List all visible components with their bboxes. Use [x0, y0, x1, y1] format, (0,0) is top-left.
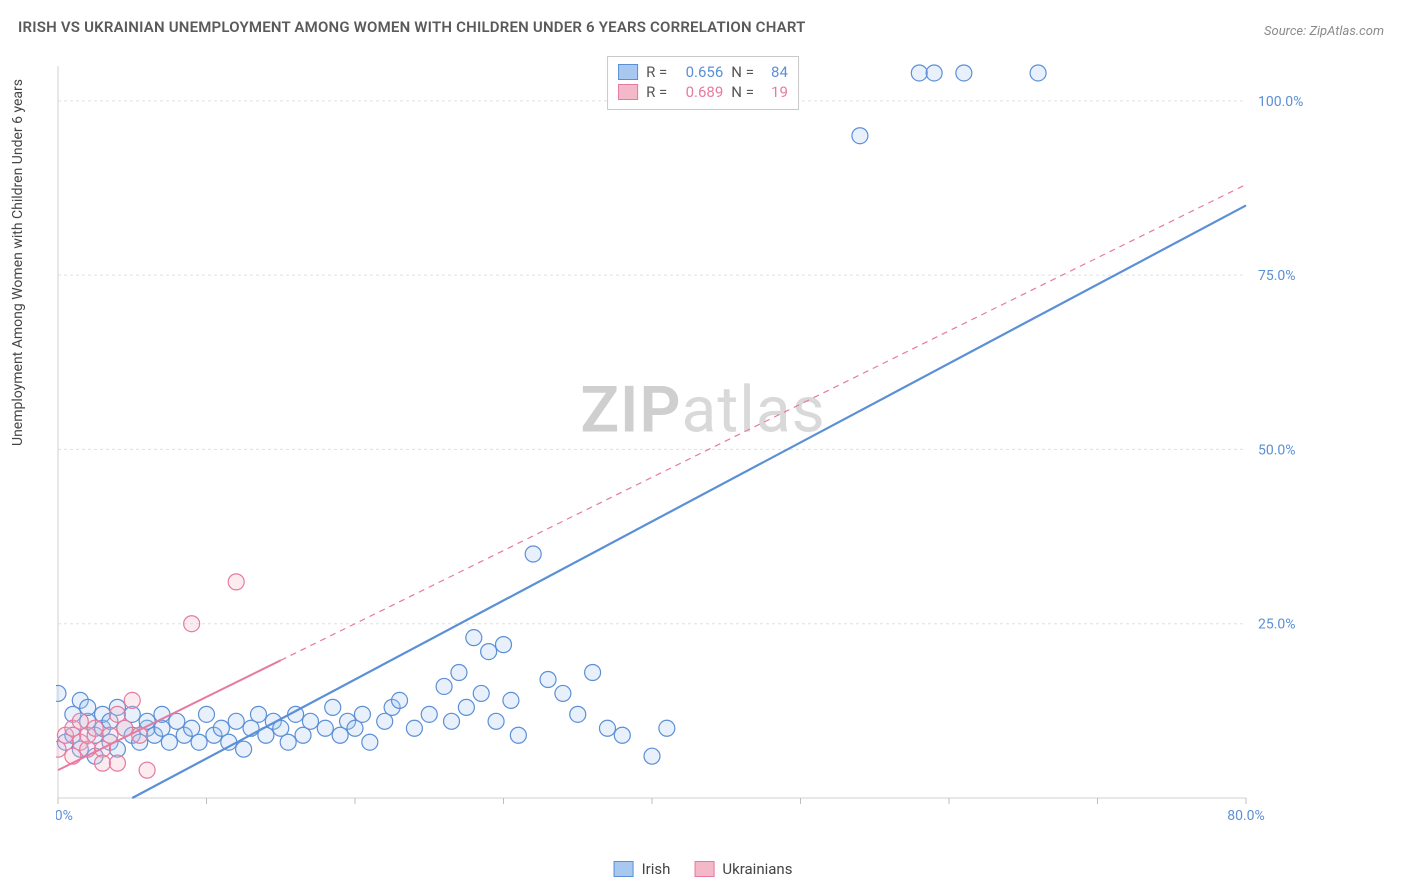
n-label: N =	[731, 83, 754, 101]
y-axis-label: Unemployment Among Women with Children U…	[10, 79, 26, 446]
series-legend: Irish Ukrainians	[614, 860, 793, 878]
n-label: N =	[731, 63, 754, 81]
legend-item-irish: Irish	[614, 860, 671, 878]
correlation-row-irish: R = 0.656 N = 84	[618, 63, 788, 81]
scatter-chart: 25.0% 50.0% 75.0% 100.0% 0.0% 80.0%	[56, 56, 1316, 828]
legend-label-ukrainians: Ukrainians	[722, 860, 792, 878]
svg-text:100.0%: 100.0%	[1258, 94, 1303, 110]
swatch-irish	[614, 861, 634, 877]
legend-label-irish: Irish	[642, 860, 671, 878]
r-label: R =	[646, 63, 667, 81]
source-prefix: Source:	[1264, 24, 1309, 39]
svg-text:25.0%: 25.0%	[1258, 617, 1296, 633]
r-value-ukrainians: 0.689	[675, 83, 723, 101]
chart-area: 25.0% 50.0% 75.0% 100.0% 0.0% 80.0%	[56, 56, 1316, 828]
r-value-irish: 0.656	[675, 63, 723, 81]
svg-text:80.0%: 80.0%	[1227, 808, 1265, 824]
n-value-irish: 84	[762, 63, 788, 81]
correlation-row-ukrainians: R = 0.689 N = 19	[618, 83, 788, 101]
chart-title: IRISH VS UKRAINIAN UNEMPLOYMENT AMONG WO…	[18, 18, 806, 36]
svg-text:0.0%: 0.0%	[56, 808, 73, 824]
source-name: ZipAtlas.com	[1309, 24, 1384, 39]
svg-text:75.0%: 75.0%	[1258, 268, 1296, 284]
swatch-ukrainians	[618, 84, 638, 100]
legend-item-ukrainians: Ukrainians	[694, 860, 792, 878]
correlation-legend-box: R = 0.656 N = 84 R = 0.689 N = 19	[607, 56, 799, 110]
n-value-ukrainians: 19	[762, 83, 788, 101]
swatch-ukrainians	[694, 861, 714, 877]
source-attribution: Source: ZipAtlas.com	[1264, 24, 1384, 39]
r-label: R =	[646, 83, 667, 101]
svg-text:50.0%: 50.0%	[1258, 442, 1296, 458]
swatch-irish	[618, 64, 638, 80]
